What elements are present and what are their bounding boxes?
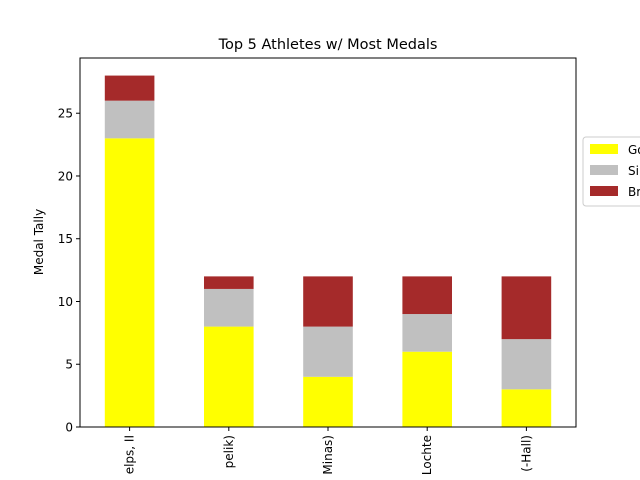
bar-si-3 [402,314,452,352]
bar-si-4 [501,339,552,390]
y-tick-label: 10 [58,295,73,309]
bar-br-2 [303,276,353,327]
legend-swatch-go [590,144,618,154]
y-axis-label: Medal Tally [32,209,46,275]
y-tick-label: 20 [58,169,73,183]
bar-br-3 [402,276,452,315]
legend-label-si: Si [628,164,639,178]
x-tick-label: elps, II [123,435,137,474]
bar-br-4 [501,276,552,340]
y-tick-label: 5 [65,358,73,372]
legend-swatch-si [590,165,618,175]
legend-swatch-br [590,186,618,196]
bar-si-0 [104,100,155,139]
bar-go-3 [402,351,452,427]
axes-group: 0 5 10 15 20 25 elps, II pelik) Minas) Lochte (-Ha… [58,57,577,475]
bar-go-1 [204,326,254,427]
chart-title: Top 5 Athletes w/ Most Medals [218,37,438,53]
x-tick-label: Minas) [321,435,335,475]
bars-group [104,75,552,427]
bar-go-0 [104,138,155,427]
legend: Go Si Br [582,136,640,207]
bar-go-2 [303,376,353,427]
bar-si-2 [303,326,353,377]
bar-si-1 [204,288,254,327]
bar-br-1 [204,276,254,289]
y-tick-label: 25 [58,107,73,121]
bar-br-0 [104,75,155,101]
x-tick-label: (-Hall) [519,435,533,472]
legend-label-br: Br [628,185,640,199]
x-tick-label: pelik) [222,435,236,468]
x-tick-label: Lochte [420,435,434,475]
legend-label-go: Go [628,143,640,157]
bar-go-4 [501,389,552,427]
y-tick-label: 15 [58,232,73,246]
y-tick-label: 0 [65,421,73,435]
